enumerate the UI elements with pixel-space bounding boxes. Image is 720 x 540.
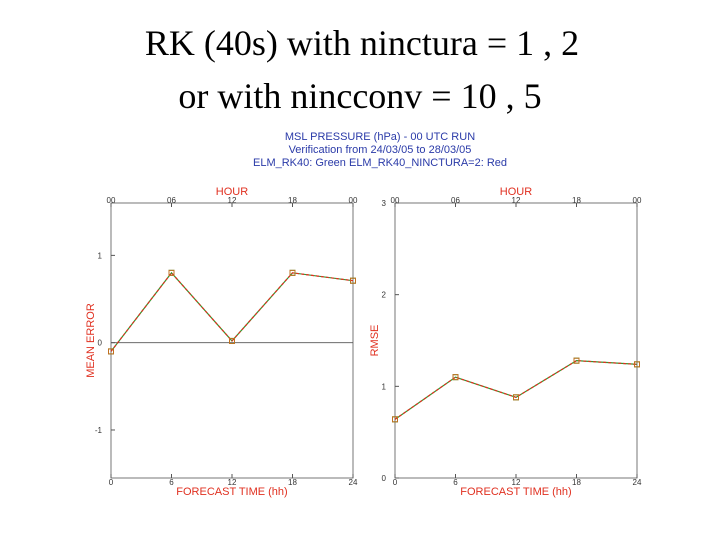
top-tick-label: 06 [167,196,176,205]
top-tick-label: 18 [572,196,581,205]
series-line [394,360,638,420]
x-tick-label: 12 [512,478,521,487]
marker [289,269,296,276]
top-tick-label: 00 [633,196,642,205]
header: Verification from 24/03/05 to 28/03/05 [289,144,472,156]
x-tick-label: 12 [228,478,237,487]
y-tick-label: 3 [382,199,387,208]
top-tick-label: 06 [451,196,460,205]
top-tick-label: 00 [349,196,358,205]
top-tick-label: 00 [391,196,400,205]
series-line [110,271,354,352]
y-tick-label: 2 [382,291,387,300]
slide-title: RK (40s) with ninctura = 1 , 2 [145,23,579,63]
x-tick-label: 18 [572,478,581,487]
y-tick-label: -1 [95,426,103,435]
axis-title: HOUR [500,186,532,198]
marker [168,269,175,276]
y-tick-label: 0 [382,474,387,483]
x-tick-label: 0 [393,478,398,487]
x-tick-label: 0 [109,478,114,487]
x-tick-label: 24 [349,478,358,487]
marker [229,337,235,344]
top-tick-label: 12 [228,196,237,205]
x-axis-label: FORECAST TIME (hh) [176,486,287,498]
slide-title: or with nincconv = 10 , 5 [178,76,541,116]
x-tick-label: 18 [288,478,297,487]
marker [452,374,459,381]
marker [573,357,580,364]
y-tick-label: 1 [98,251,103,260]
header: ELM_RK40: Green ELM_RK40_NINCTURA=2: Red [253,157,507,169]
y-axis-label: RMSE [369,325,381,357]
top-tick-label: 18 [288,196,297,205]
marker [392,416,398,423]
header: MSL PRESSURE (hPa) - 00 UTC RUN [285,131,475,143]
x-tick-label: 24 [633,478,642,487]
x-tick-label: 6 [169,478,174,487]
series-line [394,360,638,420]
top-tick-label: 12 [512,196,521,205]
marker [634,361,640,368]
series-line [110,271,354,352]
y-tick-label: 1 [382,382,387,391]
plot-frame [394,202,638,479]
top-tick-label: 00 [107,196,116,205]
marker [108,348,114,355]
x-tick-label: 6 [453,478,458,487]
marker [513,394,519,401]
x-axis-label: FORECAST TIME (hh) [460,486,571,498]
axis-title: HOUR [216,186,248,198]
y-tick-label: 0 [98,339,103,348]
marker [350,277,356,284]
y-axis-label: MEAN ERROR [85,303,97,378]
